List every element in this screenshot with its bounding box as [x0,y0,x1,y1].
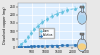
Bar [80,6,84,8]
Bar [80,33,84,35]
Ellipse shape [78,11,86,24]
Legend: Foam, Solution: Foam, Solution [38,28,54,38]
Bar [81,35,83,39]
Ellipse shape [78,38,86,52]
Ellipse shape [78,43,86,50]
Bar [81,7,83,12]
Ellipse shape [78,15,86,23]
Y-axis label: Dissolved copper (mg): Dissolved copper (mg) [3,6,7,44]
